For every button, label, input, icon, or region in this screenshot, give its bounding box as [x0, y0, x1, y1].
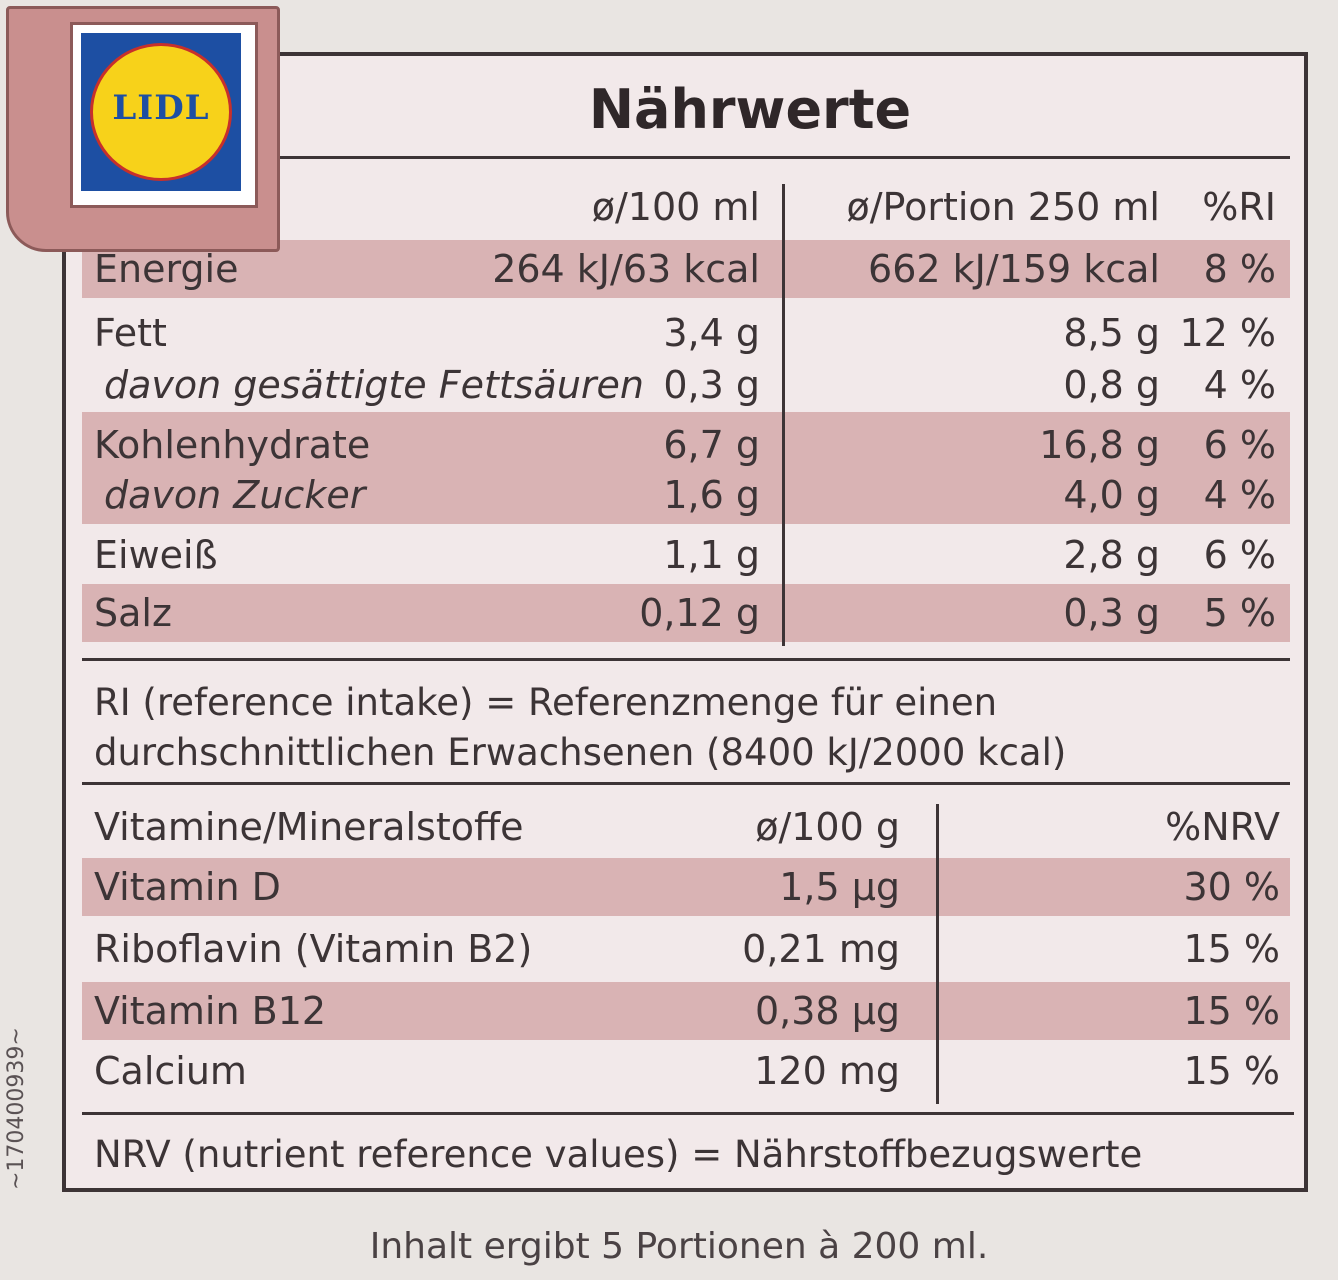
header-portion: ø/Portion 250 ml	[846, 185, 1160, 229]
table-row: Eiweiß 1,1 g 2,8 g 6 %	[82, 528, 1290, 586]
nutrient-name: davon gesättigte Fettsäuren	[104, 363, 645, 407]
footer-text: Inhalt ergibt 5 Portionen à 200 ml.	[369, 1226, 989, 1267]
vitamin-header-row: Vitamine/Mineralstoffe ø/100 g %NRV	[82, 800, 1290, 858]
nutrient-name: Kohlenhydrate	[94, 423, 371, 467]
side-code: ~170400939~	[4, 1027, 29, 1190]
section-divider	[82, 782, 1290, 785]
nutrient-per100: 264 kJ/63 kcal	[492, 247, 760, 291]
vitamin-name: Vitamin D	[94, 865, 281, 909]
nutrient-portion: 662 kJ/159 kcal	[868, 247, 1160, 291]
vitamin-name: Riboflavin (Vitamin B2)	[94, 927, 533, 971]
section-divider	[82, 658, 1290, 661]
nutrient-portion: 0,3 g	[1063, 591, 1160, 635]
vitamin-per100: 0,38 µg	[755, 989, 900, 1033]
nutrient-ri: 12 %	[1179, 311, 1276, 355]
header-ri: %RI	[1202, 185, 1276, 229]
vitamin-per100: 1,5 µg	[779, 865, 900, 909]
table-row: davon gesättigte Fettsäuren 0,3 g 0,8 g …	[82, 358, 1290, 416]
nutrient-ri: 8 %	[1203, 247, 1276, 291]
logo-text: LIDL	[112, 88, 210, 128]
nutrient-name: davon Zucker	[104, 473, 366, 517]
nutrition-panel: Nährwerte ø/100 ml ø/Portion 250 ml %RI …	[62, 52, 1308, 1192]
table-row: Riboflavin (Vitamin B2) 0,21 mg 15 %	[82, 922, 1290, 980]
nutrient-per100: 0,12 g	[639, 591, 760, 635]
nutrient-portion: 16,8 g	[1039, 423, 1160, 467]
table-row: davon Zucker 1,6 g 4,0 g 4 %	[82, 470, 1290, 528]
nutrient-ri: 4 %	[1203, 473, 1276, 517]
vitamin-per100: 0,21 mg	[742, 927, 900, 971]
nutrient-per100: 1,1 g	[663, 533, 760, 577]
vitamin-per100: 120 mg	[754, 1049, 900, 1093]
nutrient-name: Fett	[94, 311, 167, 355]
nutrient-per100: 0,3 g	[663, 363, 760, 407]
nutrient-name: Eiweiß	[94, 533, 218, 577]
nrv-note: NRV (nutrient reference values) = Nährst…	[94, 1133, 1143, 1176]
title-divider	[82, 156, 1290, 159]
vitamin-name: Calcium	[94, 1049, 247, 1093]
vitamin-nrv: 30 %	[1183, 865, 1280, 909]
nutrient-per100: 1,6 g	[663, 473, 760, 517]
nutrient-name: Salz	[94, 591, 172, 635]
table-row-group	[82, 412, 1290, 524]
logo-background: LIDL	[81, 33, 241, 191]
vitamin-nrv: 15 %	[1183, 927, 1280, 971]
table-row: Fett 3,4 g 8,5 g 12 %	[82, 306, 1290, 364]
table-row: Salz 0,12 g 0,3 g 5 %	[82, 584, 1290, 642]
table-row: Vitamin D 1,5 µg 30 %	[82, 858, 1290, 916]
nutrient-portion: 4,0 g	[1063, 473, 1160, 517]
nutrient-ri: 6 %	[1203, 533, 1276, 577]
table-row: Calcium 120 mg 15 %	[82, 1044, 1290, 1102]
lidl-logo: LIDL	[70, 22, 258, 208]
table-row: Vitamin B12 0,38 µg 15 %	[82, 982, 1290, 1040]
vitamin-nrv: 15 %	[1183, 1049, 1280, 1093]
section-divider	[82, 1112, 1294, 1115]
vitamin-header-nrv: %NRV	[1165, 805, 1280, 849]
vitamin-name: Vitamin B12	[94, 989, 327, 1033]
vitamin-header-name: Vitamine/Mineralstoffe	[94, 805, 524, 849]
nutrient-ri: 6 %	[1203, 423, 1276, 467]
nutrient-per100: 6,7 g	[663, 423, 760, 467]
ri-note-line2: durchschnittlichen Erwachsenen (8400 kJ/…	[94, 731, 1067, 774]
vitamin-nrv: 15 %	[1183, 989, 1280, 1033]
nutrient-name: Energie	[94, 247, 239, 291]
logo-circle: LIDL	[90, 43, 232, 181]
nutrient-portion: 2,8 g	[1063, 533, 1160, 577]
nutrient-header-row: ø/100 ml ø/Portion 250 ml %RI	[82, 180, 1290, 238]
header-per100: ø/100 ml	[591, 185, 760, 229]
column-divider	[782, 184, 785, 646]
nutrient-portion: 0,8 g	[1063, 363, 1160, 407]
column-divider	[936, 804, 939, 1104]
nutrient-portion: 8,5 g	[1063, 311, 1160, 355]
table-row: Energie 264 kJ/63 kcal 662 kJ/159 kcal 8…	[82, 240, 1290, 298]
nutrient-ri: 5 %	[1203, 591, 1276, 635]
vitamin-header-per100: ø/100 g	[755, 805, 900, 849]
panel-title: Nährwerte	[588, 78, 912, 141]
nutrient-per100: 3,4 g	[663, 311, 760, 355]
nutrient-ri: 4 %	[1203, 363, 1276, 407]
table-row: Kohlenhydrate 6,7 g 16,8 g 6 %	[82, 420, 1290, 478]
ri-note-line1: RI (reference intake) = Referenzmenge fü…	[94, 681, 998, 724]
